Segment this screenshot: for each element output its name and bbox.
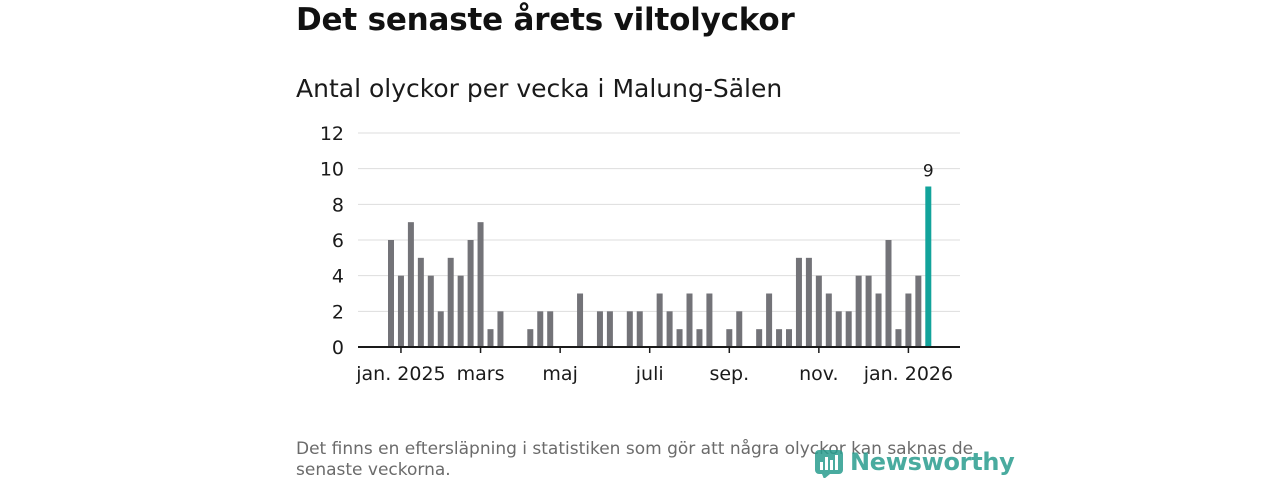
- bar: [447, 257, 454, 347]
- bar: [865, 275, 872, 347]
- bar: [527, 329, 534, 347]
- bar: [895, 329, 902, 347]
- newsworthy-chart-icon: [815, 450, 843, 478]
- bar: [696, 329, 703, 347]
- bar: [626, 311, 633, 347]
- bar: [596, 311, 603, 347]
- bar-chart: 0 2 4 6 8 10 12 9 jan. 2025 mars maj juli sep. nov. ja…: [320, 123, 960, 385]
- chart-title: Det senaste årets viltolyckor: [296, 2, 795, 38]
- bar: [606, 311, 613, 347]
- bar-highlight: [925, 186, 932, 347]
- x-tick-label: jan. 2026: [863, 363, 953, 385]
- bar: [497, 311, 504, 347]
- bar: [766, 293, 773, 347]
- bar: [437, 311, 444, 347]
- bar: [547, 311, 554, 347]
- bar: [855, 275, 862, 347]
- bar: [815, 275, 822, 347]
- bar: [706, 293, 713, 347]
- bar: [885, 240, 892, 347]
- bar: [666, 311, 673, 347]
- bar: [835, 311, 842, 347]
- bar: [905, 293, 912, 347]
- bar: [786, 329, 792, 347]
- x-tick-label: sep.: [709, 363, 749, 385]
- y-tick-label: 8: [332, 194, 344, 216]
- x-tick-label: mars: [457, 363, 505, 385]
- y-tick-label: 4: [332, 266, 344, 288]
- y-tick-label: 10: [320, 159, 344, 181]
- bar: [467, 240, 474, 347]
- bar: [427, 275, 434, 347]
- newsworthy-logo: Newsworthy: [814, 446, 1015, 478]
- bar: [845, 311, 852, 347]
- bar: [726, 329, 733, 347]
- bar-data-label: 9: [923, 162, 934, 182]
- y-tick-label: 0: [332, 337, 344, 359]
- bar: [457, 275, 464, 347]
- bar: [686, 293, 693, 347]
- bar: [825, 293, 832, 347]
- bar: [487, 329, 494, 347]
- bar: [805, 257, 812, 347]
- y-tick-label: 12: [320, 123, 344, 145]
- x-tick-label: maj: [542, 363, 577, 385]
- bar: [676, 329, 683, 347]
- bar: [407, 222, 414, 347]
- x-tick-label: juli: [635, 363, 664, 385]
- bar: [388, 240, 394, 347]
- bar: [915, 275, 922, 347]
- bar: [736, 311, 743, 347]
- bar: [477, 222, 484, 347]
- bar: [397, 275, 404, 347]
- x-tick-label: nov.: [799, 363, 838, 385]
- bar: [875, 293, 882, 347]
- bar: [537, 311, 544, 347]
- bar: [656, 293, 663, 347]
- bar: [776, 329, 783, 347]
- bar: [756, 329, 763, 347]
- logo-text: Newsworthy: [850, 448, 1015, 476]
- y-tick-label: 6: [332, 230, 344, 252]
- footnote: Det finns en eftersläpning i statistiken…: [296, 439, 974, 480]
- bar: [417, 257, 424, 347]
- bar: [577, 293, 584, 347]
- bar: [636, 311, 643, 347]
- bar: [795, 257, 802, 347]
- y-tick-label: 2: [332, 301, 344, 323]
- chart-subtitle: Antal olyckor per vecka i Malung-Sälen: [296, 74, 783, 103]
- x-tick-label: jan. 2025: [355, 363, 445, 385]
